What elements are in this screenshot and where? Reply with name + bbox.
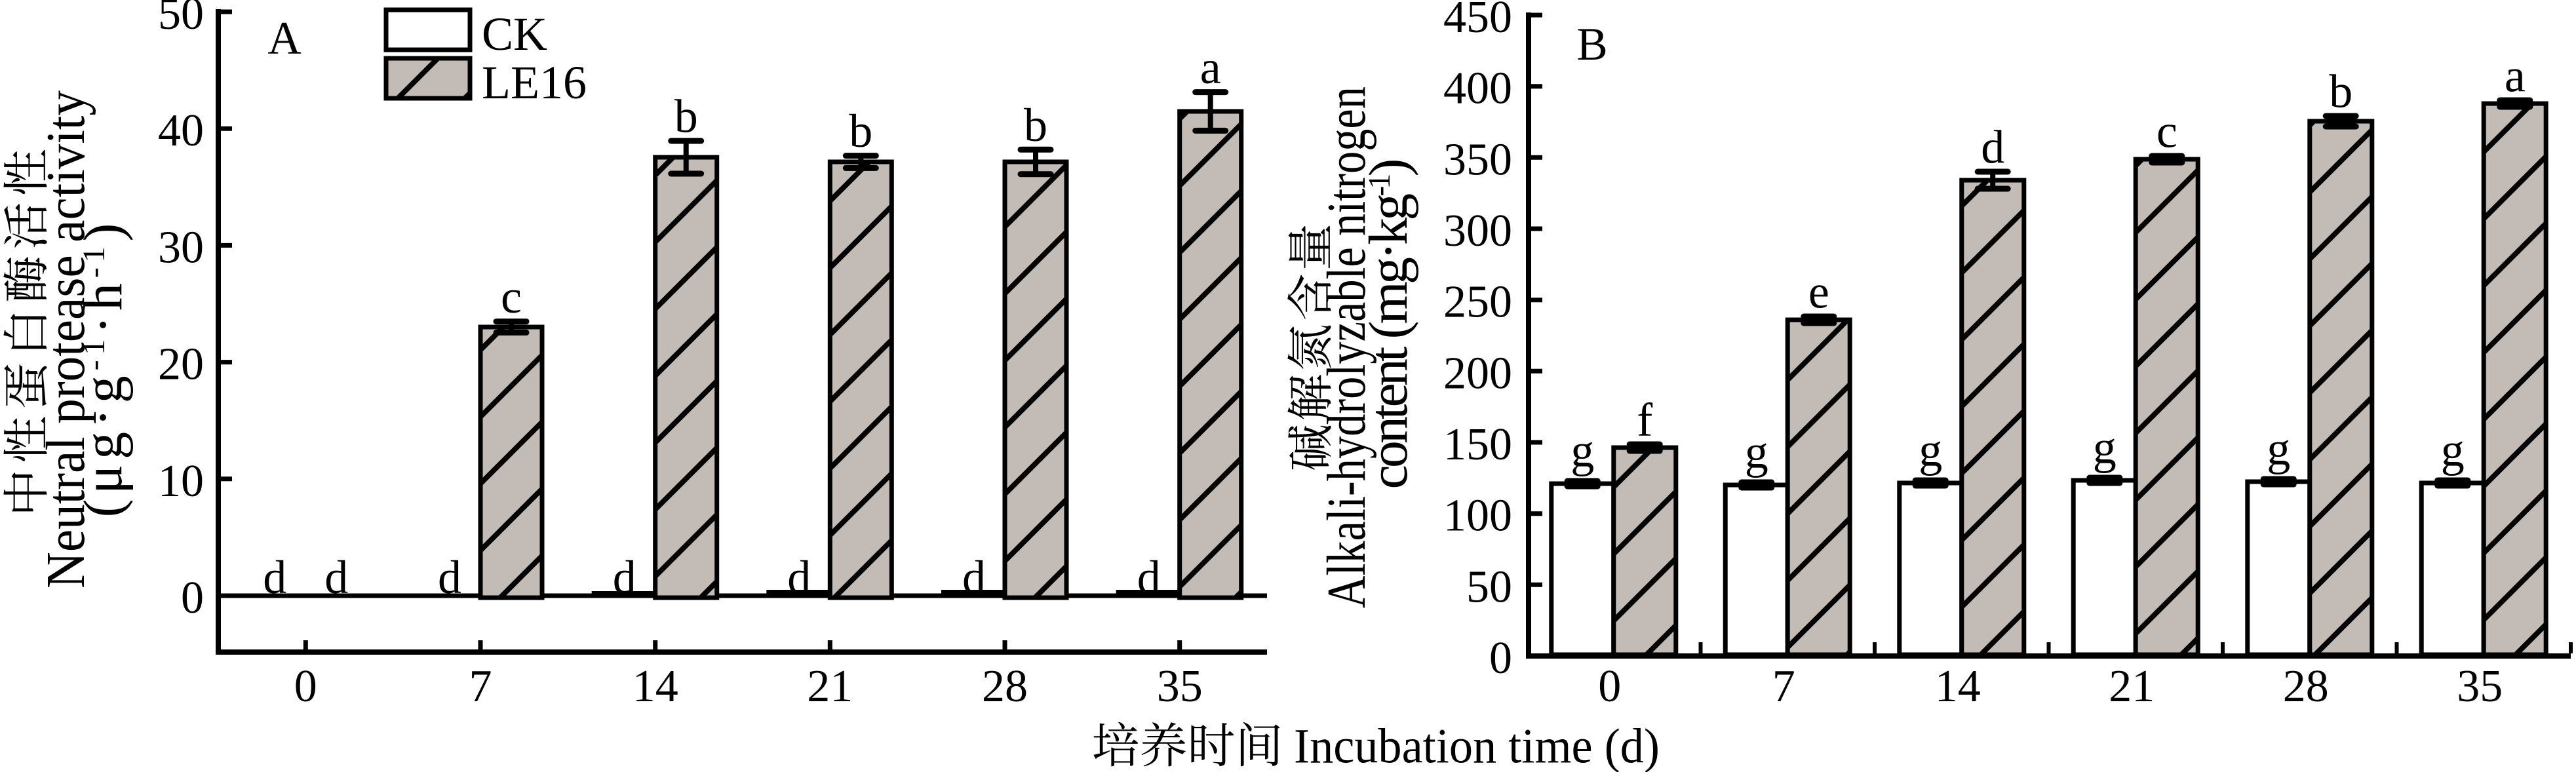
svg-text:g: g [2093, 421, 2117, 474]
svg-text:0: 0 [1598, 661, 1621, 712]
svg-text:Neutral protease activity: Neutral protease activity [35, 90, 96, 589]
svg-text:0: 0 [181, 573, 204, 623]
svg-text:300: 300 [1443, 206, 1512, 256]
svg-text:7: 7 [469, 661, 492, 712]
svg-text:e: e [1808, 266, 1829, 318]
svg-text:100: 100 [1443, 491, 1512, 541]
svg-text:b: b [1024, 99, 1047, 151]
svg-text:b: b [849, 105, 872, 157]
svg-text:d: d [438, 551, 461, 604]
svg-text:0: 0 [294, 661, 317, 712]
svg-text:14: 14 [1935, 661, 1981, 712]
svg-text:a: a [1200, 41, 1221, 94]
svg-text:B: B [1576, 19, 1607, 70]
svg-text:c: c [2156, 106, 2177, 158]
svg-text:21: 21 [807, 661, 853, 712]
svg-text:28: 28 [2283, 661, 2329, 712]
svg-text:b: b [2329, 66, 2352, 118]
svg-text:Alkali-hydrolyzable nitrogen: Alkali-hydrolyzable nitrogen [1316, 87, 1377, 608]
svg-text:c: c [501, 271, 522, 323]
svg-text:A: A [267, 13, 301, 64]
svg-text:a: a [2505, 50, 2526, 102]
svg-text:200: 200 [1443, 348, 1512, 398]
svg-text:b: b [674, 90, 698, 143]
svg-text:150: 150 [1443, 419, 1512, 470]
svg-text:d: d [1137, 551, 1161, 604]
svg-text:d: d [787, 551, 811, 604]
svg-text:g: g [2441, 424, 2465, 476]
svg-text:d: d [613, 551, 636, 604]
svg-text:28: 28 [982, 661, 1028, 712]
svg-text:50: 50 [1466, 562, 1512, 612]
svg-text:400: 400 [1443, 64, 1512, 114]
svg-text:g: g [1919, 424, 1942, 476]
svg-text:35: 35 [2457, 661, 2503, 712]
svg-text:CK: CK [482, 8, 547, 60]
svg-text:d: d [1981, 121, 2004, 174]
svg-text:g: g [2267, 423, 2290, 475]
svg-text:14: 14 [633, 661, 678, 712]
svg-text:g: g [1571, 425, 1594, 477]
svg-text:7: 7 [1772, 661, 1795, 712]
svg-text:40: 40 [158, 106, 204, 156]
svg-text:350: 350 [1443, 134, 1512, 185]
svg-text:content (mg·kg-1): content (mg·kg-1) [1358, 159, 1419, 490]
svg-text:35: 35 [1157, 661, 1203, 712]
svg-text:30: 30 [158, 222, 204, 273]
svg-text:d: d [324, 551, 348, 604]
svg-text:f: f [1637, 394, 1652, 446]
svg-text:g: g [1745, 426, 1768, 478]
svg-text:d: d [263, 551, 286, 604]
svg-text:250: 250 [1443, 277, 1512, 328]
svg-text:450: 450 [1443, 0, 1512, 43]
svg-text:0: 0 [1489, 633, 1512, 684]
svg-text:LE16: LE16 [482, 56, 587, 109]
svg-text:Incubation time (d): Incubation time (d) [1294, 720, 1660, 772]
svg-text:10: 10 [158, 456, 204, 507]
svg-text:20: 20 [158, 339, 204, 390]
svg-text:50: 50 [158, 0, 204, 39]
svg-text:21: 21 [2109, 661, 2155, 712]
svg-text:d: d [962, 551, 986, 604]
